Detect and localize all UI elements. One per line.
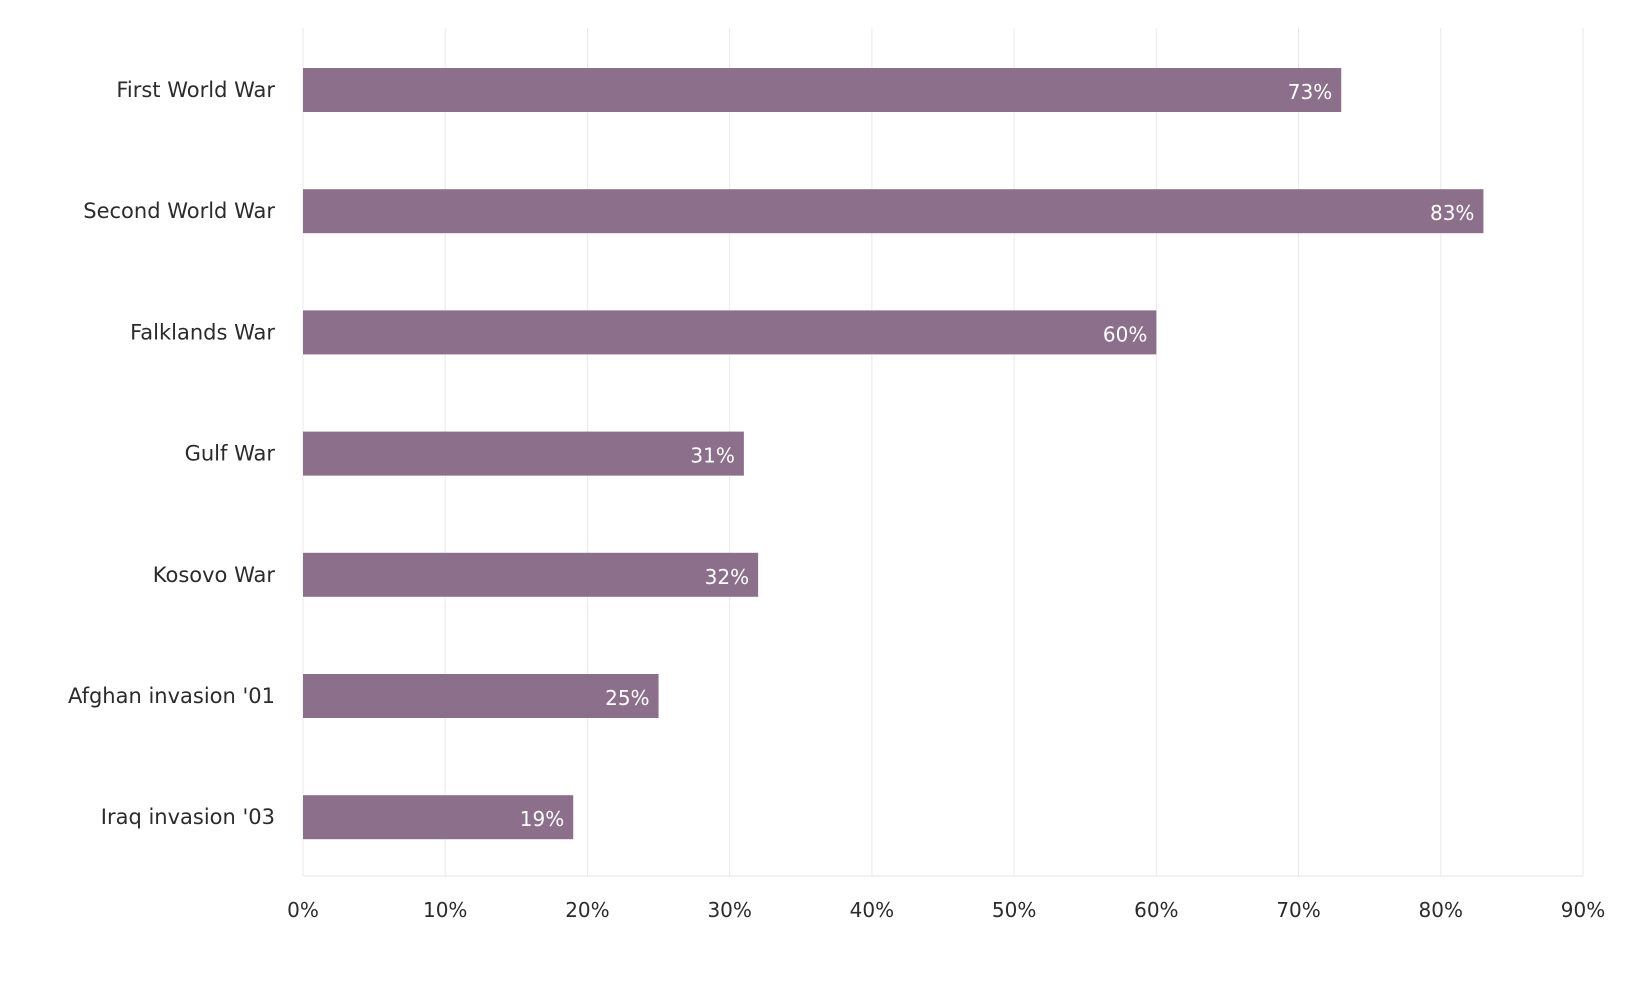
x-tick-label: 80% xyxy=(1419,898,1463,922)
value-labels: 73% 83% 60% 31% 32% 25% 19% xyxy=(520,80,1475,831)
category-label: Gulf War xyxy=(185,442,276,466)
bar xyxy=(303,310,1157,355)
bar xyxy=(303,552,759,597)
x-tick-label: 60% xyxy=(1134,898,1178,922)
bar xyxy=(303,431,744,476)
category-label: Falklands War xyxy=(130,320,275,344)
bar xyxy=(303,795,574,840)
category-label: First World War xyxy=(116,78,275,102)
bars xyxy=(303,68,1484,840)
x-tick-label: 40% xyxy=(850,898,894,922)
category-label: Second World War xyxy=(83,199,275,223)
bar-value-label: 32% xyxy=(705,565,749,589)
category-label: Iraq invasion '03 xyxy=(101,805,275,829)
bar xyxy=(303,68,1342,112)
bar xyxy=(303,674,659,718)
x-axis-tick-labels: 0% 10% 20% 30% 40% 50% 60% 70% 80% 90% xyxy=(287,898,1605,922)
bar-value-label: 19% xyxy=(520,807,564,831)
x-tick-label: 10% xyxy=(423,898,467,922)
bar-value-label: 31% xyxy=(690,444,734,468)
category-label: Afghan invasion '01 xyxy=(68,684,275,708)
x-tick-label: 20% xyxy=(565,898,609,922)
x-tick-label: 50% xyxy=(992,898,1036,922)
category-label: Kosovo War xyxy=(153,563,276,587)
bar-value-label: 73% xyxy=(1288,80,1332,104)
bar-value-label: 25% xyxy=(605,686,649,710)
bar-value-label: 60% xyxy=(1103,322,1147,346)
x-tick-label: 70% xyxy=(1276,898,1320,922)
x-tick-label: 0% xyxy=(287,898,319,922)
bar-value-label: 83% xyxy=(1430,201,1474,225)
bar xyxy=(303,189,1484,234)
x-tick-label: 90% xyxy=(1561,898,1605,922)
gridlines xyxy=(302,28,1584,877)
category-labels: First World War Second World War Falklands… xyxy=(68,78,275,829)
x-tick-label: 30% xyxy=(707,898,751,922)
